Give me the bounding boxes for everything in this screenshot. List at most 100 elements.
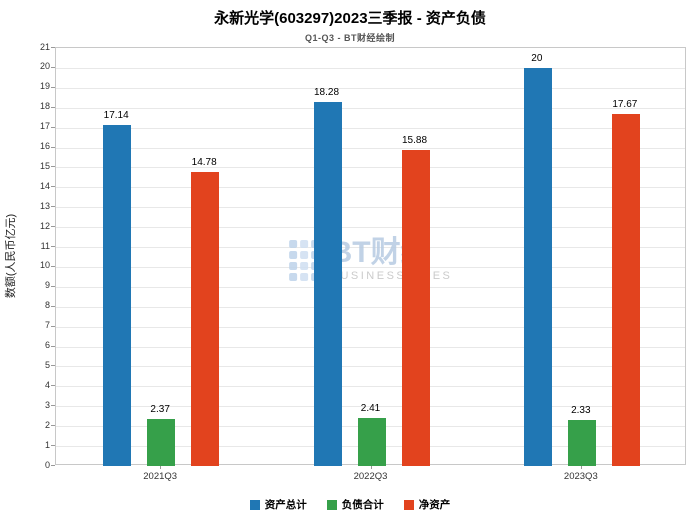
y-tick-label: 17 bbox=[39, 121, 50, 132]
bar-value-label: 20 bbox=[531, 52, 543, 64]
chart-title: 永新光学(603297)2023三季报 - 资产负债 bbox=[214, 10, 486, 27]
x-tick-mark bbox=[160, 465, 162, 469]
gridline bbox=[56, 306, 685, 308]
x-tick-label: 2021Q3 bbox=[143, 471, 178, 482]
bar bbox=[611, 114, 640, 466]
gridline bbox=[56, 247, 685, 249]
gridline bbox=[56, 227, 685, 229]
y-tick-label: 13 bbox=[39, 200, 50, 211]
y-tick-label: 7 bbox=[44, 320, 50, 331]
bar-value-label: 14.78 bbox=[191, 156, 217, 168]
gridline bbox=[56, 87, 685, 89]
y-tick-mark bbox=[51, 86, 55, 88]
legend-label: 资产总计 bbox=[264, 499, 307, 511]
gridline bbox=[56, 326, 685, 328]
y-tick-label: 4 bbox=[44, 379, 50, 390]
y-tick-mark bbox=[51, 385, 55, 387]
gridline bbox=[56, 147, 685, 149]
gridline bbox=[56, 67, 685, 69]
y-tick-mark bbox=[51, 106, 55, 108]
y-tick-label: 19 bbox=[39, 81, 50, 92]
gridline bbox=[56, 366, 685, 368]
y-tick-label: 12 bbox=[39, 220, 50, 231]
y-tick-mark bbox=[51, 186, 55, 188]
y-tick-mark bbox=[51, 206, 55, 208]
gridline bbox=[56, 187, 685, 189]
x-tick-mark bbox=[370, 465, 372, 469]
y-tick-label: 15 bbox=[39, 160, 50, 171]
watermark-brand: BT财经 bbox=[330, 236, 431, 270]
y-tick-label: 9 bbox=[44, 280, 50, 291]
y-tick-mark bbox=[51, 126, 55, 128]
y-tick-mark bbox=[51, 226, 55, 228]
watermark-sub: BUSINESSTIMES bbox=[330, 270, 453, 283]
x-tick-mark bbox=[580, 465, 582, 469]
bar bbox=[147, 418, 176, 466]
y-tick-label: 10 bbox=[39, 260, 50, 271]
legend-label: 净资产 bbox=[418, 499, 451, 511]
legend-swatch bbox=[326, 499, 337, 510]
legend: 资产总计 负债合计 净资产 bbox=[0, 497, 700, 512]
bar bbox=[103, 124, 132, 466]
legend-swatch bbox=[249, 499, 260, 510]
y-tick-mark bbox=[51, 345, 55, 347]
y-tick-label: 20 bbox=[39, 61, 50, 72]
gridline bbox=[56, 107, 685, 109]
y-tick-label: 1 bbox=[44, 439, 50, 450]
gridline bbox=[56, 266, 685, 268]
y-tick-label: 21 bbox=[39, 41, 50, 52]
y-axis-title-wrap: 数额(人民币亿元) bbox=[2, 47, 18, 465]
y-tick-mark bbox=[51, 425, 55, 427]
y-tick-label: 14 bbox=[39, 180, 50, 191]
y-tick-mark bbox=[51, 365, 55, 367]
legend-item: 净资产 bbox=[403, 497, 451, 512]
y-tick-mark bbox=[51, 305, 55, 307]
gridline bbox=[56, 127, 685, 129]
bar-value-label: 2.41 bbox=[360, 403, 381, 415]
y-tick-mark bbox=[51, 465, 55, 466]
bar-value-label: 2.33 bbox=[571, 404, 591, 416]
y-tick-mark bbox=[51, 47, 55, 48]
y-tick-mark bbox=[51, 265, 55, 267]
gridline bbox=[56, 286, 685, 288]
gridline bbox=[56, 167, 685, 169]
y-tick-mark bbox=[51, 405, 55, 407]
bar-value-label: 18.28 bbox=[313, 87, 340, 99]
bar bbox=[567, 419, 596, 466]
bar bbox=[357, 418, 386, 466]
bar bbox=[523, 67, 552, 466]
gridline bbox=[56, 346, 685, 348]
watermark-text-block: BT财经 BUSINESSTIMES bbox=[330, 236, 453, 283]
legend-item: 资产总计 bbox=[249, 497, 307, 512]
y-tick-label: 16 bbox=[39, 141, 50, 152]
y-tick-label: 18 bbox=[39, 101, 50, 112]
legend-label: 负债合计 bbox=[341, 499, 384, 511]
y-tick-label: 3 bbox=[44, 399, 50, 410]
y-tick-mark bbox=[51, 246, 55, 248]
y-tick-mark bbox=[51, 146, 55, 148]
y-tick-label: 11 bbox=[40, 240, 50, 251]
y-tick-mark bbox=[51, 166, 55, 168]
y-tick-mark bbox=[51, 445, 55, 447]
x-tick-label: 2022Q3 bbox=[353, 471, 388, 482]
bar-value-label: 2.37 bbox=[150, 403, 170, 415]
bar bbox=[401, 149, 430, 466]
legend-swatch bbox=[403, 499, 414, 510]
bar bbox=[313, 102, 342, 466]
gridline bbox=[56, 386, 685, 388]
y-tick-label: 5 bbox=[44, 359, 50, 370]
y-tick-label: 0 bbox=[44, 459, 50, 470]
chart-subtitle: Q1-Q3 - BT财经绘制 bbox=[304, 33, 395, 43]
y-tick-label: 6 bbox=[44, 340, 50, 351]
bar bbox=[191, 171, 220, 466]
bar-value-label: 15.88 bbox=[401, 134, 428, 146]
y-tick-label: 8 bbox=[44, 300, 50, 311]
y-tick-mark bbox=[51, 66, 55, 68]
bar-value-label: 17.67 bbox=[612, 99, 638, 111]
bar-value-label: 17.14 bbox=[103, 109, 129, 121]
y-axis-title: 数额(人民币亿元) bbox=[5, 213, 18, 299]
gridline bbox=[56, 207, 685, 209]
y-tick-mark bbox=[51, 325, 55, 327]
gridline bbox=[56, 406, 685, 408]
